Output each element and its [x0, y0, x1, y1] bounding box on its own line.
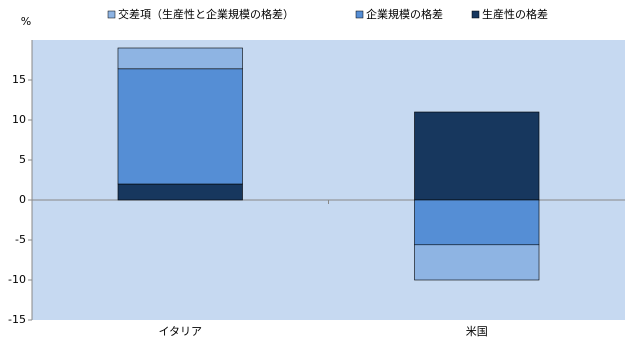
legend-label: 生産性の格差 — [482, 7, 548, 21]
x-tick-label: 米国 — [466, 325, 488, 338]
legend-swatch — [471, 10, 480, 19]
bar-segment — [414, 199, 540, 246]
y-tick-label: 0 — [19, 193, 26, 206]
legend-label: 企業規模の格差 — [366, 7, 443, 21]
y-axis-label: % — [21, 15, 31, 28]
x-tick-label: イタリア — [158, 325, 202, 338]
y-tick-label: -10 — [8, 273, 26, 286]
bar-segment — [117, 183, 243, 201]
legend-label: 交差項（生産性と企業規模の格差） — [118, 7, 294, 21]
y-tick-label: 5 — [19, 153, 26, 166]
bar-segment — [414, 244, 540, 281]
legend-swatch — [107, 10, 116, 19]
legend-swatch — [355, 10, 364, 19]
y-tick-label: 10 — [12, 113, 26, 126]
y-tick-label: 15 — [12, 73, 26, 86]
bar-segment — [117, 47, 243, 70]
bar-segment — [414, 111, 540, 201]
y-tick-label: -5 — [15, 233, 26, 246]
bar-segment — [117, 68, 243, 185]
y-tick-label: -15 — [8, 313, 26, 326]
